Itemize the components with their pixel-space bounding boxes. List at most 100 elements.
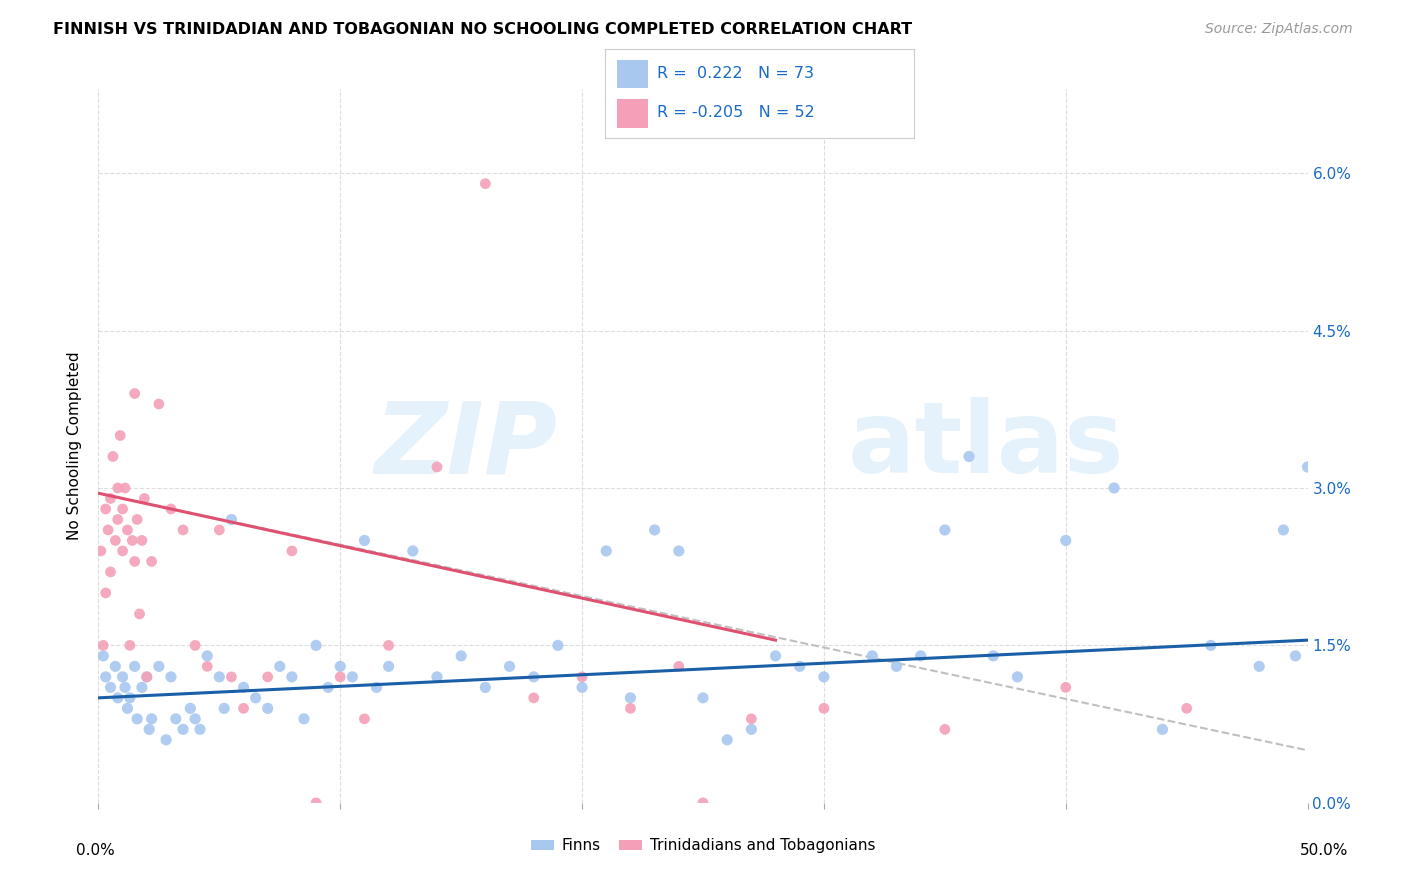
Point [135, 670, 157, 684]
Point [184, 639, 207, 653]
Text: 50.0%: 50.0% [1301, 843, 1348, 858]
Point [117, 523, 139, 537]
Point [221, 670, 243, 684]
Point [100, 565, 122, 579]
Point [910, 648, 932, 663]
Text: ZIP: ZIP [375, 398, 558, 494]
Point [281, 544, 304, 558]
Point [1007, 670, 1029, 684]
Point [366, 681, 388, 695]
Point [212, 701, 235, 715]
Point [160, 502, 183, 516]
Point [1249, 659, 1271, 673]
Point [232, 681, 254, 695]
Point [172, 723, 194, 737]
Point [114, 681, 136, 695]
Point [281, 670, 304, 684]
Point [138, 723, 160, 737]
Point [934, 723, 956, 737]
Point [523, 690, 546, 705]
Point [426, 670, 449, 684]
Text: atlas: atlas [848, 398, 1125, 494]
Point [813, 670, 835, 684]
Point [716, 732, 738, 747]
FancyBboxPatch shape [617, 99, 648, 128]
Point [118, 690, 141, 705]
Point [94, 502, 117, 516]
Point [1152, 723, 1174, 737]
Point [111, 502, 134, 516]
Point [148, 397, 170, 411]
Point [934, 523, 956, 537]
Point [1199, 639, 1222, 653]
Text: R = -0.205   N = 52: R = -0.205 N = 52 [657, 105, 815, 120]
Text: 0.0%: 0.0% [76, 843, 115, 858]
FancyBboxPatch shape [617, 60, 648, 88]
Point [1296, 460, 1319, 475]
Point [131, 681, 153, 695]
Point [1272, 523, 1295, 537]
Point [111, 544, 134, 558]
Point [172, 523, 194, 537]
Point [104, 533, 127, 548]
Point [111, 670, 134, 684]
Point [155, 732, 177, 747]
Point [644, 523, 666, 537]
Point [353, 533, 375, 548]
Point [108, 428, 131, 442]
Point [668, 544, 690, 558]
Point [329, 659, 352, 673]
Point [329, 670, 352, 684]
Point [692, 690, 714, 705]
Point [117, 701, 139, 715]
Point [765, 648, 787, 663]
Point [498, 659, 520, 673]
Point [134, 491, 156, 506]
Point [94, 586, 117, 600]
Point [124, 659, 146, 673]
Point [90, 544, 112, 558]
Point [957, 450, 980, 464]
Point [981, 648, 1004, 663]
Point [245, 690, 267, 705]
Point [256, 670, 278, 684]
Point [208, 670, 231, 684]
Text: FINNISH VS TRINIDADIAN AND TOBAGONIAN NO SCHOOLING COMPLETED CORRELATION CHART: FINNISH VS TRINIDADIAN AND TOBAGONIAN NO… [53, 22, 912, 37]
Point [547, 639, 569, 653]
Point [188, 723, 211, 737]
Point [377, 639, 399, 653]
Point [1054, 681, 1077, 695]
Point [100, 491, 122, 506]
Point [124, 554, 146, 568]
Point [208, 523, 231, 537]
Legend: Finns, Trinidadians and Tobagonians: Finns, Trinidadians and Tobagonians [524, 832, 882, 859]
Point [107, 481, 129, 495]
Point [141, 712, 163, 726]
Point [148, 659, 170, 673]
Point [595, 544, 617, 558]
Point [94, 670, 117, 684]
Point [101, 450, 124, 464]
Point [127, 512, 149, 526]
Point [121, 533, 143, 548]
Point [165, 712, 187, 726]
Point [305, 639, 328, 653]
Point [740, 712, 762, 726]
Point [107, 512, 129, 526]
Point [860, 648, 883, 663]
Point [232, 701, 254, 715]
Point [104, 659, 127, 673]
Point [195, 648, 218, 663]
Point [450, 648, 472, 663]
Point [692, 796, 714, 810]
Point [342, 670, 364, 684]
Point [141, 554, 163, 568]
Point [221, 512, 243, 526]
Point [523, 670, 546, 684]
Point [91, 648, 114, 663]
Point [97, 523, 120, 537]
Point [571, 681, 593, 695]
Text: R =  0.222   N = 73: R = 0.222 N = 73 [657, 66, 814, 81]
Point [474, 681, 496, 695]
Point [135, 670, 157, 684]
